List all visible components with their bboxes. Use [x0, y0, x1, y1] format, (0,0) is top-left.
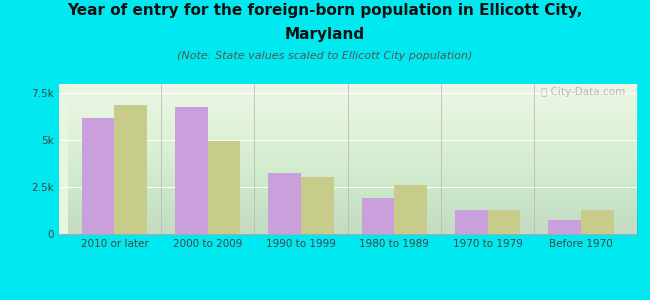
Bar	[362, 198, 395, 234]
Text: Maryland: Maryland	[285, 27, 365, 42]
Text: Year of entry for the foreign-born population in Ellicott City,: Year of entry for the foreign-born popul…	[68, 3, 582, 18]
Bar	[175, 107, 208, 234]
Bar	[301, 177, 333, 234]
Bar	[455, 210, 488, 234]
Bar	[208, 141, 240, 234]
Bar	[488, 210, 521, 234]
Text: (Note: State values scaled to Ellicott City population): (Note: State values scaled to Ellicott C…	[177, 51, 473, 61]
Text: ⓘ City-Data.com: ⓘ City-Data.com	[541, 87, 625, 97]
Bar	[268, 173, 301, 234]
Bar	[395, 185, 427, 234]
Bar	[581, 210, 614, 234]
Bar	[114, 105, 147, 234]
Bar	[82, 118, 114, 234]
Bar	[549, 220, 581, 234]
Legend: Ellicott City, Maryland: Ellicott City, Maryland	[247, 297, 448, 300]
